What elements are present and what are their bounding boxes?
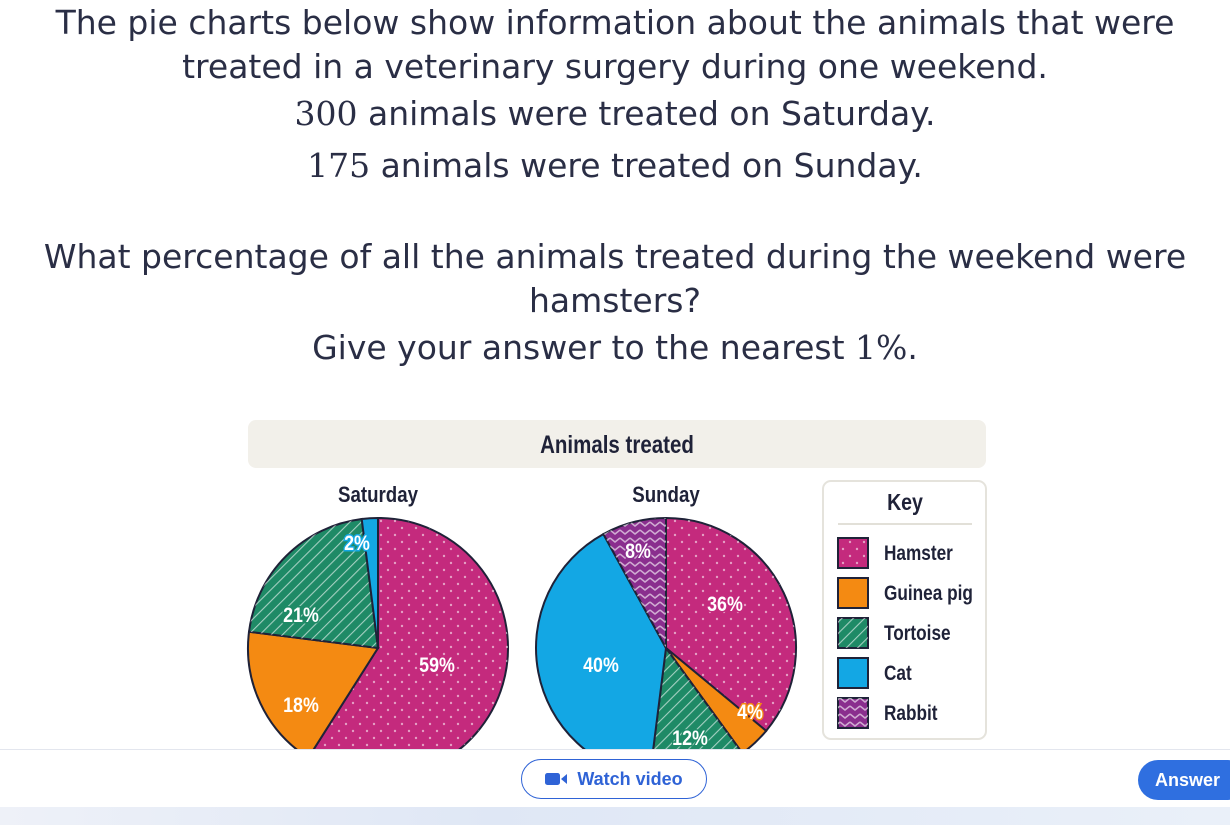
label-sunday-guinea-pig: 4%: [737, 701, 763, 725]
pie-sunday: Sunday 36% 4% 12% 40% 8%: [535, 484, 797, 750]
pie-title-saturday: Saturday: [338, 484, 419, 508]
slice-sunday-guinea-pig: [665, 647, 768, 750]
legend-title: Key: [887, 490, 923, 516]
slice-saturday-hamster-pattern: [313, 518, 508, 750]
label-saturday-guinea-pig: 18%: [283, 694, 319, 718]
label-saturday-cat: 2%: [344, 532, 370, 556]
question-line-4: 175 animals were treated on Sunday.: [0, 143, 1230, 189]
legend-label-tortoise: Tortoise: [884, 623, 951, 646]
saturday-count-text: animals were treated on Saturday.: [357, 94, 936, 133]
answer-label: Answer: [1155, 769, 1221, 790]
watch-video-button[interactable]: Watch video: [521, 759, 707, 799]
slice-saturday-cat: [360, 516, 379, 649]
legend-swatch-cat: [837, 657, 869, 689]
video-camera-icon: [545, 773, 568, 785]
answer-button[interactable]: Answer: [1138, 760, 1230, 800]
label-sunday-hamster: 36%: [707, 593, 743, 617]
rounding-value: 1%: [855, 328, 908, 367]
instruction-end: .: [907, 328, 918, 367]
slice-sunday-rabbit-pattern: [603, 518, 666, 648]
legend-swatch-pattern-tortoise: [838, 618, 868, 648]
legend-swatch-pattern-hamster: [838, 538, 868, 568]
slice-sunday-cat: [535, 532, 668, 750]
legend-swatch-pattern-rabbit: [838, 698, 868, 728]
pie-chart-figure: Animals treated Saturday 59% 18% 21% 2% Sunda…: [247, 420, 987, 750]
pie-saturday: Saturday 59% 18% 21% 2%: [247, 484, 509, 750]
slice-saturday-tortoise-pattern: [249, 519, 378, 648]
sunday-count: 175: [307, 146, 371, 185]
bottom-strip: [0, 807, 1230, 825]
slice-sunday-hamster-pattern: [666, 518, 797, 731]
instruction-text: Give your answer to the nearest: [312, 328, 856, 367]
sunday-count-text: animals were treated on Sunday.: [370, 146, 923, 185]
question-line-1: The pie charts below show information ab…: [55, 3, 1175, 42]
question-line-7: Give your answer to the nearest 1%.: [0, 325, 1230, 371]
legend-label-guinea-pig: Guinea pig: [884, 583, 973, 606]
legend-label-cat: Cat: [884, 663, 912, 686]
legend-swatch-guinea-pig: [837, 577, 869, 609]
label-saturday-hamster: 59%: [419, 654, 455, 678]
chart-title: Animals treated: [540, 430, 694, 458]
legend-label-hamster: Hamster: [884, 543, 953, 566]
saturday-count: 300: [294, 94, 358, 133]
chart-title-band: [248, 420, 986, 468]
label-sunday-rabbit: 8%: [625, 540, 651, 564]
slice-saturday-guinea-pig: [247, 630, 380, 750]
question-line-6: hamsters?: [529, 281, 701, 320]
question-line-2: treated in a veterinary surgery during o…: [182, 47, 1048, 86]
pie-title-sunday: Sunday: [632, 484, 700, 508]
legend-label-rabbit: Rabbit: [884, 703, 938, 726]
slice-sunday-tortoise-pattern: [653, 648, 741, 750]
question-line-5: What percentage of all the animals treat…: [43, 237, 1187, 276]
label-sunday-tortoise: 12%: [672, 727, 708, 750]
watch-video-label: Watch video: [577, 768, 683, 789]
question-line-3: 300 animals were treated on Saturday.: [0, 91, 1230, 137]
label-sunday-cat: 40%: [583, 654, 619, 678]
label-saturday-tortoise: 21%: [283, 604, 319, 628]
